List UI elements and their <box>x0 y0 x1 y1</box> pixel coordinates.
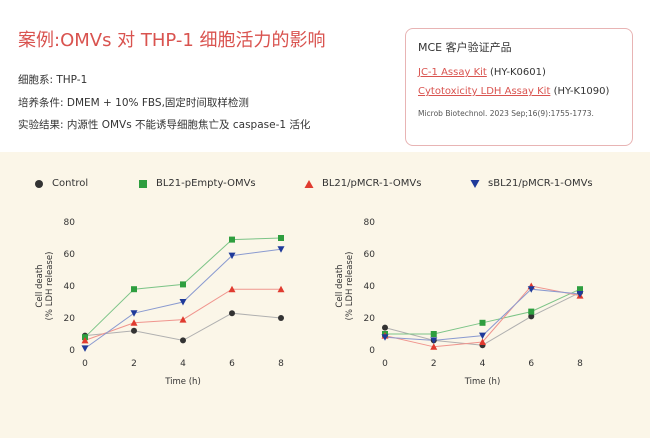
x-tick-label: 6 <box>528 359 534 369</box>
data-point <box>527 286 535 293</box>
x-tick-label: 6 <box>229 359 235 369</box>
x-tick-label: 4 <box>180 359 186 369</box>
data-point <box>180 281 186 288</box>
data-point <box>229 310 235 317</box>
data-point <box>430 331 437 337</box>
legend-label: BL21-pEmpty-OMVs <box>156 178 256 189</box>
x-axis-label: Time (h) <box>464 377 501 387</box>
legend-label: Control <box>52 178 89 189</box>
data-point <box>130 319 138 326</box>
product-link-ldh[interactable]: Cytotoxicity LDH Assay Kit <box>418 86 551 97</box>
series-line <box>385 288 581 335</box>
chart-panel <box>0 152 650 438</box>
data-point <box>81 336 89 344</box>
x-tick-label: 8 <box>278 359 284 369</box>
data-point <box>479 319 486 326</box>
legend-label: BL21/pMCR-1-OMVs <box>322 178 422 189</box>
x-tick-label: 8 <box>577 359 583 369</box>
data-point <box>277 285 285 293</box>
data-point <box>576 291 584 298</box>
y-tick-label: 80 <box>64 218 76 228</box>
data-point <box>430 343 438 350</box>
page-title: 案例:OMVs 对 THP-1 细胞活力的影响 <box>18 30 326 51</box>
y-tick-label: 0 <box>369 346 375 356</box>
y-axis-label-line: (% LDH release) <box>45 252 55 321</box>
data-point <box>81 345 89 352</box>
square-marker-icon <box>139 179 147 188</box>
y-tick-label: 40 <box>64 282 76 292</box>
y-axis-label-line: (% LDH release) <box>345 252 355 321</box>
product-link-jc1[interactable]: JC-1 Assay Kit <box>418 67 487 78</box>
legend-label: sBL21/pMCR-1-OMVs <box>488 178 593 189</box>
product-line-ldh: Cytotoxicity LDH Assay Kit (HY-K1090) <box>418 86 609 97</box>
data-point <box>228 285 236 293</box>
y-tick-label: 60 <box>364 250 376 260</box>
x-tick-label: 2 <box>431 359 437 369</box>
product-line-jc1: JC-1 Assay Kit (HY-K0601) <box>418 67 546 78</box>
y-axis-label: Cell death(% LDH release) <box>35 252 55 321</box>
culture-conditions-text: 培养条件: DMEM + 10% FBS,固定时间取样检测 <box>18 97 249 109</box>
data-point <box>528 308 535 315</box>
data-point <box>131 327 137 334</box>
y-tick-label: 20 <box>64 314 76 324</box>
series-line <box>84 248 282 349</box>
data-point <box>277 246 285 253</box>
y-axis-label-line: Cell death <box>335 264 345 307</box>
data-point <box>430 337 438 344</box>
data-point <box>381 334 389 341</box>
x-tick-label: 2 <box>131 359 137 369</box>
data-point <box>278 235 284 241</box>
data-point <box>479 338 486 345</box>
data-point <box>180 337 186 344</box>
y-tick-label: 20 <box>364 314 376 324</box>
y-tick-label: 60 <box>64 250 76 260</box>
y-tick-label: 0 <box>69 346 75 356</box>
legend-item-control: Control <box>34 178 88 189</box>
product-card: MCE 客户验证产品 JC-1 Assay Kit (HY-K0601) Cyt… <box>405 28 633 146</box>
data-point <box>229 236 235 243</box>
data-point <box>382 324 388 331</box>
citation-text: Microb Biotechnol. 2023 Sep;16(9):1755-1… <box>418 109 594 118</box>
x-tick-label: 4 <box>480 359 486 369</box>
x-tick-label: 0 <box>382 359 388 369</box>
x-tick-label: 0 <box>82 359 88 369</box>
data-point <box>528 313 535 320</box>
legend-item-bl21-pempty: BL21-pEmpty-OMVs <box>138 178 256 189</box>
triangle-down-marker-icon <box>470 179 480 188</box>
product-code-jc1: (HY-K0601) <box>490 67 546 78</box>
y-axis-label-line: Cell death <box>35 264 45 307</box>
data-point <box>130 310 138 317</box>
result-text: 实验结果: 内源性 OMVs 不能诱导细胞焦亡及 caspase-1 活化 <box>18 119 311 131</box>
triangle-up-marker-icon <box>304 179 314 188</box>
y-tick-label: 40 <box>364 282 376 292</box>
circle-marker-icon <box>35 179 43 188</box>
y-axis-label: Cell death(% LDH release) <box>335 252 355 321</box>
legend-item-bl21-pmcr1: BL21/pMCR-1-OMVs <box>304 178 421 189</box>
data-point <box>179 316 187 323</box>
x-axis-label: Time (h) <box>164 377 201 387</box>
data-point <box>278 315 284 321</box>
data-point <box>577 286 583 293</box>
data-point <box>179 299 187 306</box>
data-point <box>228 252 236 260</box>
product-code-ldh: (HY-K1090) <box>553 86 610 97</box>
data-point <box>131 286 137 293</box>
card-title: MCE 客户验证产品 <box>418 41 512 54</box>
legend-item-sbl21-pmcr1: sBL21/pMCR-1-OMVs <box>470 178 593 189</box>
y-tick-label: 80 <box>364 218 376 228</box>
cell-line-text: 细胞系: THP-1 <box>18 74 88 86</box>
data-point <box>479 332 486 340</box>
